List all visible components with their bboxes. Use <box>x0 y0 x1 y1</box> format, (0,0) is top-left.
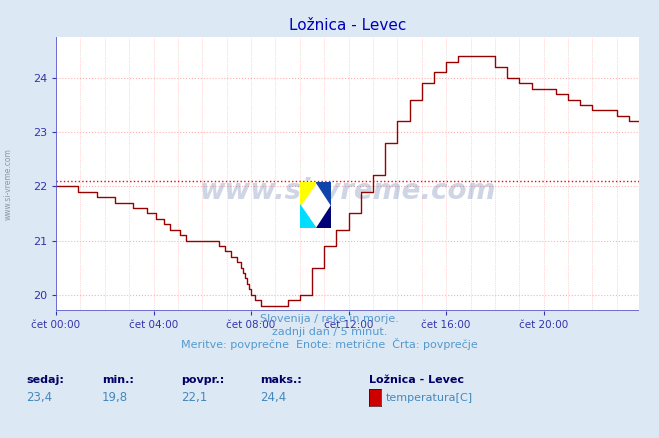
Text: Slovenija / reke in morje.: Slovenija / reke in morje. <box>260 314 399 324</box>
Text: www.si-vreme.com: www.si-vreme.com <box>200 177 496 205</box>
Polygon shape <box>300 182 316 205</box>
Polygon shape <box>316 182 331 205</box>
Text: 24,4: 24,4 <box>260 391 287 404</box>
Text: 19,8: 19,8 <box>102 391 129 404</box>
Text: 22,1: 22,1 <box>181 391 208 404</box>
Text: www.si-vreme.com: www.si-vreme.com <box>3 148 13 220</box>
Text: Meritve: povprečne  Enote: metrične  Črta: povprečje: Meritve: povprečne Enote: metrične Črta:… <box>181 338 478 350</box>
Text: zadnji dan / 5 minut.: zadnji dan / 5 minut. <box>272 327 387 337</box>
Text: sedaj:: sedaj: <box>26 375 64 385</box>
Text: maks.:: maks.: <box>260 375 302 385</box>
Title: Ložnica - Levec: Ložnica - Levec <box>289 18 407 33</box>
Polygon shape <box>316 205 331 228</box>
Text: min.:: min.: <box>102 375 134 385</box>
Text: temperatura[C]: temperatura[C] <box>386 393 473 403</box>
Polygon shape <box>300 205 316 228</box>
Text: 23,4: 23,4 <box>26 391 53 404</box>
Text: Ložnica - Levec: Ložnica - Levec <box>369 375 464 385</box>
Text: povpr.:: povpr.: <box>181 375 225 385</box>
